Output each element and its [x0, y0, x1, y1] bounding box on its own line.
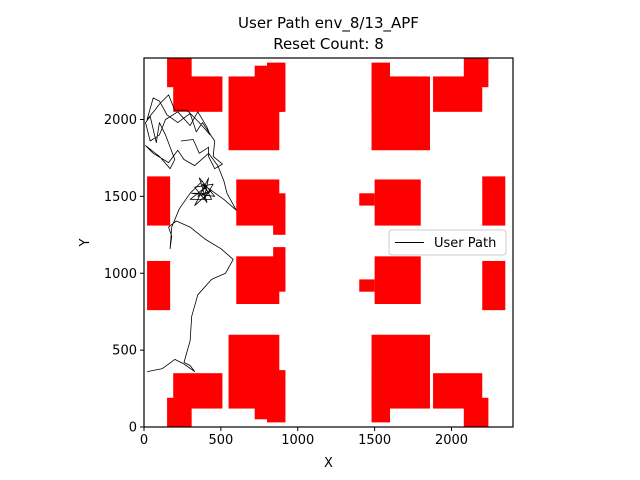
y-axis: 0 500 1000 1500 2000 [104, 113, 144, 436]
path-layer [145, 94, 237, 373]
x-tick-label-2000: 2000 [435, 433, 468, 448]
obstacle-29 [371, 334, 430, 409]
y-tick-label-0: 0 [129, 421, 137, 436]
legend-label: User Path [434, 236, 496, 251]
series-line-user-path [145, 94, 237, 373]
obstacle-24 [173, 373, 223, 409]
x-axis-label: X [324, 456, 333, 471]
obstacle-15 [482, 176, 506, 226]
obstacle-13 [359, 193, 375, 206]
obstacle-9 [147, 176, 171, 226]
obstacle-19 [273, 247, 286, 286]
obstacle-4 [267, 62, 286, 112]
y-axis-label: Y [78, 238, 93, 247]
legend-box [388, 229, 507, 256]
x-tick-label-1500: 1500 [358, 433, 391, 448]
obstacle-6 [371, 76, 430, 151]
obstacle-16 [147, 260, 171, 311]
plot-frame [143, 57, 514, 428]
y-tick-label-2000: 2000 [104, 113, 137, 128]
obstacle-27 [267, 370, 286, 423]
legend: User Path [388, 229, 507, 256]
obstacle-21 [374, 256, 421, 304]
chart-title: User Path env_8/13_APF [238, 14, 419, 33]
obstacle-12 [273, 196, 286, 235]
chart-subtitle: Reset Count: 8 [273, 35, 384, 53]
x-tick-label-500: 500 [208, 433, 233, 448]
y-tick-label-1000: 1000 [104, 267, 137, 282]
x-tick-label-1000: 1000 [281, 433, 314, 448]
obstacle-8 [463, 58, 489, 88]
obstacle-layer [147, 58, 506, 427]
obstacle-22 [482, 260, 506, 311]
obstacle-20 [359, 279, 375, 292]
x-axis: 0 500 1000 1500 2000 [140, 427, 468, 448]
y-tick-label-1500: 1500 [104, 190, 137, 205]
obstacle-31 [463, 397, 489, 427]
y-tick-label-500: 500 [112, 344, 137, 359]
obstacle-1 [173, 76, 223, 112]
x-tick-label-0: 0 [140, 433, 148, 448]
obstacle-14 [374, 179, 421, 226]
